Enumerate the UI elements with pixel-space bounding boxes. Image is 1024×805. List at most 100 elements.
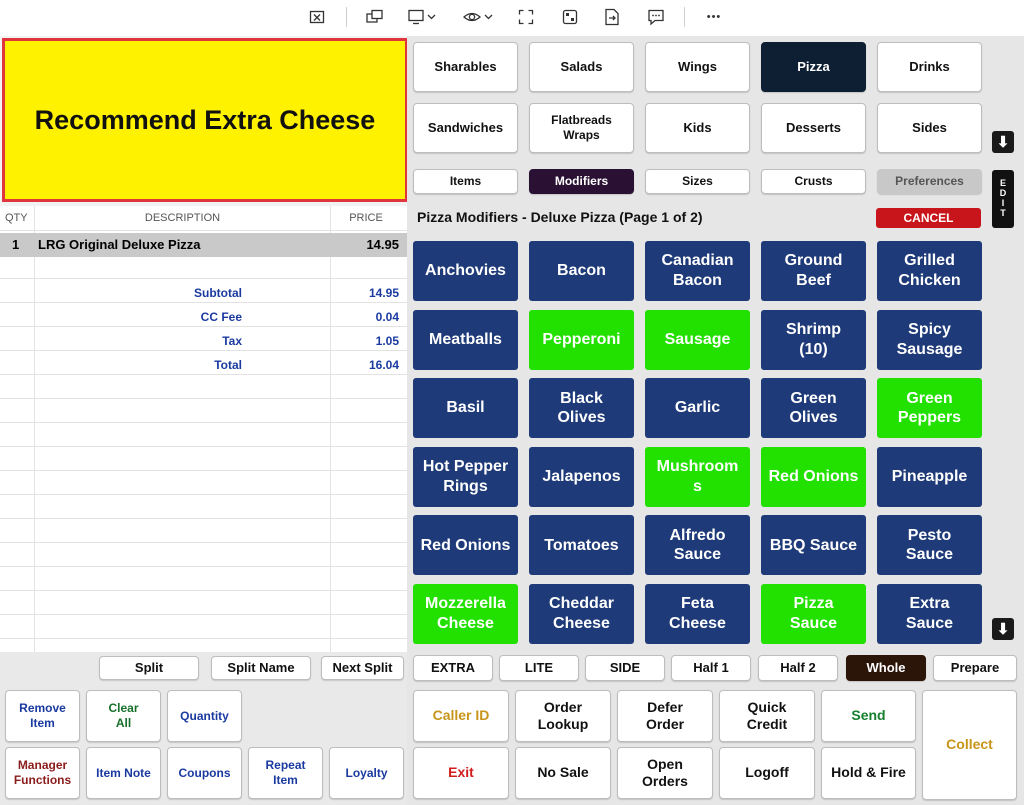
modifier-green-olives[interactable]: Green Olives xyxy=(761,378,866,439)
modifier-black-olives[interactable]: Black Olives xyxy=(529,378,634,439)
price-header: PRICE xyxy=(349,212,383,224)
tab-sizes[interactable]: Sizes xyxy=(645,169,750,194)
repeat-item-button[interactable]: Repeat Item xyxy=(248,747,323,799)
quantity-button[interactable]: Quantity xyxy=(167,690,242,742)
message-banner: Recommend Extra Cheese xyxy=(2,38,408,202)
quick-credit-button[interactable]: Quick Credit xyxy=(719,690,815,742)
modifier-tomatoes[interactable]: Tomatoes xyxy=(529,515,634,576)
split-name-button[interactable]: Split Name xyxy=(211,656,311,680)
next-split-button[interactable]: Next Split xyxy=(321,656,404,680)
modifier-canadian-bacon[interactable]: Canadian Bacon xyxy=(645,241,750,301)
option-half-2[interactable]: Half 2 xyxy=(758,655,838,681)
modifier-pizza-sauce[interactable]: Pizza Sauce xyxy=(761,584,866,644)
remote-control-icon[interactable] xyxy=(556,6,584,28)
caller-id-button[interactable]: Caller ID xyxy=(413,690,509,742)
modifier-pepperoni[interactable]: Pepperoni xyxy=(529,309,634,370)
exit-button[interactable]: Exit xyxy=(413,747,509,799)
tab-preferences[interactable]: Preferences xyxy=(877,169,982,194)
scroll-down-arrow-icon[interactable]: ⬇ xyxy=(992,131,1014,153)
manager-functions-button[interactable]: Manager Functions xyxy=(5,747,80,799)
category-flatbreads-wraps[interactable]: Flatbreads Wraps xyxy=(529,103,634,153)
modifier-pesto-sauce[interactable]: Pesto Sauce xyxy=(877,515,982,576)
modifier-bacon[interactable]: Bacon xyxy=(529,241,634,301)
clear-all-button[interactable]: Clear All xyxy=(86,690,161,742)
modifier-alfredo-sauce[interactable]: Alfredo Sauce xyxy=(645,515,750,576)
modifier-jalapenos[interactable]: Jalapenos xyxy=(529,446,634,507)
modifier-red-onions[interactable]: Red Onions xyxy=(761,446,866,507)
split-button[interactable]: Split xyxy=(99,656,199,680)
category-wings[interactable]: Wings xyxy=(645,42,750,92)
cancel-button[interactable]: CANCEL xyxy=(876,208,981,228)
option-prepare[interactable]: Prepare xyxy=(933,655,1017,681)
switch-screen-icon[interactable] xyxy=(361,6,389,28)
option-lite[interactable]: LITE xyxy=(499,655,579,681)
coupons-button[interactable]: Coupons xyxy=(167,747,242,799)
modifier-mushroom-s[interactable]: Mushroom s xyxy=(645,446,750,507)
tab-modifiers[interactable]: Modifiers xyxy=(529,169,634,194)
page-down-arrow-icon[interactable]: ⬇ xyxy=(992,618,1014,640)
modifier-meatballs[interactable]: Meatballs xyxy=(413,309,518,370)
category-drinks[interactable]: Drinks xyxy=(877,42,982,92)
remote-toolbar: ••• xyxy=(0,0,1024,36)
modifier-grilled-chicken[interactable]: Grilled Chicken xyxy=(877,241,982,301)
view-dropdown-icon[interactable] xyxy=(462,6,496,28)
fullscreen-icon[interactable] xyxy=(512,6,540,28)
modifier-cheddar-cheese[interactable]: Cheddar Cheese xyxy=(529,584,634,644)
modifier-feta-cheese[interactable]: Feta Cheese xyxy=(645,584,750,644)
order-receipt: QTY DESCRIPTION PRICE 1 LRG Original Del… xyxy=(0,206,407,652)
more-icon[interactable]: ••• xyxy=(706,11,722,23)
collect-button[interactable]: Collect xyxy=(922,690,1017,800)
modifier-pineapple[interactable]: Pineapple xyxy=(877,446,982,507)
edit-button[interactable]: E D I T xyxy=(992,170,1014,228)
option-half-1[interactable]: Half 1 xyxy=(671,655,751,681)
modifier-green-peppers[interactable]: Green Peppers xyxy=(877,378,982,439)
modifier-bbq-sauce[interactable]: BBQ Sauce xyxy=(761,515,866,576)
item-note-button[interactable]: Item Note xyxy=(86,747,161,799)
receipt-item-row[interactable]: 1 LRG Original Deluxe Pizza 14.95 xyxy=(0,233,407,257)
tab-items[interactable]: Items xyxy=(413,169,518,194)
category-pizza[interactable]: Pizza xyxy=(761,42,866,92)
option-extra[interactable]: EXTRA xyxy=(413,655,493,681)
modifier-spicy-sausage[interactable]: Spicy Sausage xyxy=(877,309,982,370)
total-label: Total xyxy=(214,358,242,372)
logoff-button[interactable]: Logoff xyxy=(719,747,815,799)
remove-item-button[interactable]: Remove Item xyxy=(5,690,80,742)
loyalty-button[interactable]: Loyalty xyxy=(329,747,404,799)
monitor-dropdown-icon[interactable] xyxy=(406,6,440,28)
tab-crusts[interactable]: Crusts xyxy=(761,169,866,194)
item-qty: 1 xyxy=(12,237,20,252)
hold-fire-button[interactable]: Hold & Fire xyxy=(821,747,916,799)
modifier-hot-pepper-rings[interactable]: Hot Pepper Rings xyxy=(413,446,518,507)
tax-label: Tax xyxy=(222,334,242,348)
no-sale-button[interactable]: No Sale xyxy=(515,747,611,799)
open-orders-button[interactable]: Open Orders xyxy=(617,747,713,799)
modifier-anchovies[interactable]: Anchovies xyxy=(413,241,518,301)
item-description: LRG Original Deluxe Pizza xyxy=(38,237,201,252)
subtotal-label: Subtotal xyxy=(194,286,242,300)
menu-panel: Sharables Salads Wings Pizza Drinks Sandwiche… xyxy=(407,36,1024,805)
transfer-file-icon[interactable] xyxy=(598,6,626,28)
option-side[interactable]: SIDE xyxy=(585,655,665,681)
modifier-shrimp-10[interactable]: Shrimp (10) xyxy=(761,309,866,370)
category-sandwiches[interactable]: Sandwiches xyxy=(413,103,518,153)
defer-order-button[interactable]: Defer Order xyxy=(617,690,713,742)
close-window-icon[interactable] xyxy=(303,6,331,28)
modifier-sausage[interactable]: Sausage xyxy=(645,309,750,370)
modifier-mozzerella-cheese[interactable]: Mozzerella Cheese xyxy=(413,584,518,644)
category-kids[interactable]: Kids xyxy=(645,103,750,153)
chat-icon[interactable] xyxy=(642,6,670,28)
modifier-garlic[interactable]: Garlic xyxy=(645,378,750,439)
modifier-red-onions[interactable]: Red Onions xyxy=(413,515,518,576)
category-sharables[interactable]: Sharables xyxy=(413,42,518,92)
cc-fee-value: 0.04 xyxy=(375,310,399,324)
modifier-extra-sauce[interactable]: Extra Sauce xyxy=(877,584,982,644)
category-sides[interactable]: Sides xyxy=(877,103,982,153)
order-lookup-button[interactable]: Order Lookup xyxy=(515,690,611,742)
modifier-ground-beef[interactable]: Ground Beef xyxy=(761,241,866,301)
category-desserts[interactable]: Desserts xyxy=(761,103,866,153)
modifier-basil[interactable]: Basil xyxy=(413,378,518,439)
category-salads[interactable]: Salads xyxy=(529,42,634,92)
send-button[interactable]: Send xyxy=(821,690,916,742)
option-whole[interactable]: Whole xyxy=(846,655,926,681)
total-value: 16.04 xyxy=(368,358,399,372)
